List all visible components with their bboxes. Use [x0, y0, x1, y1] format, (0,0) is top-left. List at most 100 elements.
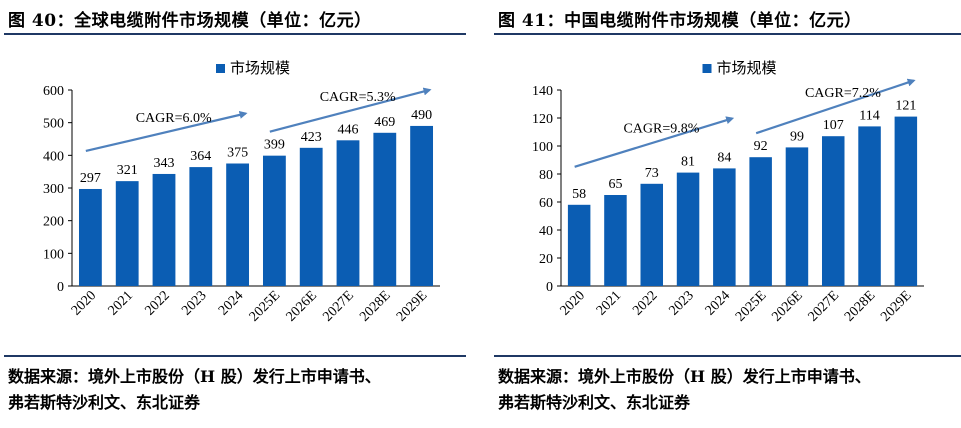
y-tick-label: 600 — [43, 84, 64, 99]
x-tick-label: 2024 — [703, 288, 733, 318]
x-tick-label: 2025E — [733, 288, 769, 324]
data-label: 107 — [823, 118, 844, 133]
source-divider — [494, 355, 961, 357]
source-divider — [4, 355, 466, 357]
bar — [567, 204, 591, 286]
x-tick-label: 2022 — [630, 288, 660, 318]
legend-swatch — [702, 64, 712, 73]
data-label: 99 — [790, 129, 804, 144]
data-label: 446 — [338, 122, 359, 137]
data-label: 84 — [717, 150, 731, 165]
data-label: 92 — [754, 139, 768, 154]
x-tick-label: 2021 — [594, 288, 624, 318]
chart-panel-global: 图 40：全球电缆附件市场规模（单位：亿元） 市场规模 0 100 200 300 400… — [0, 0, 466, 428]
bar — [676, 172, 700, 286]
bar — [152, 173, 176, 286]
bar — [713, 168, 736, 286]
cagr-label: CAGR=6.0% — [136, 111, 212, 126]
bar — [226, 163, 250, 286]
data-label: 114 — [859, 108, 879, 123]
y-tick-label: 60 — [539, 196, 553, 211]
x-tick-label: 2021 — [106, 288, 136, 318]
bar — [749, 157, 772, 286]
data-label: 375 — [227, 146, 248, 161]
bar — [821, 136, 845, 286]
bar — [410, 125, 434, 286]
x-tick-label: 2029E — [878, 288, 914, 324]
chart-panel-china: 图 41：中国电缆附件市场规模（单位：亿元） 市场规模 0 20 40 60 80 100 1… — [490, 0, 961, 428]
china-market-bar-chart: 市场规模 0 20 40 60 80 100 120 140 58 2020 65 2021 73 2022… — [532, 60, 924, 325]
legend-swatch — [216, 64, 225, 73]
cagr-label: CAGR=9.8% — [623, 122, 699, 137]
bar — [78, 188, 102, 286]
chart-title: 图 41：中国电缆附件市场规模（单位：亿元） — [498, 11, 862, 31]
bar — [189, 167, 213, 286]
source-line-2: 弗若斯特沙利文、东北证券 — [8, 393, 201, 412]
y-tick-label: 80 — [539, 168, 553, 183]
data-label: 364 — [190, 149, 211, 164]
source-note: 数据来源：境外上市股份（H 股）发行上市申请书、 弗若斯特沙利文、东北证券 — [498, 364, 871, 416]
data-label: 423 — [301, 130, 322, 145]
data-label: 58 — [572, 187, 586, 202]
cagr-label: CAGR=5.3% — [320, 90, 396, 105]
y-tick-label: 120 — [532, 112, 553, 127]
data-label: 297 — [80, 171, 101, 186]
x-tick-label: 2022 — [142, 288, 172, 318]
bar — [115, 181, 139, 286]
legend-label: 市场规模 — [717, 60, 777, 77]
x-tick-label: 2026E — [769, 288, 805, 324]
y-tick-label: 20 — [539, 252, 553, 267]
bar — [894, 116, 918, 286]
x-tick-label: 2025E — [247, 288, 283, 324]
x-tick-label: 2023 — [666, 288, 696, 318]
data-label: 65 — [608, 177, 622, 192]
x-tick-label: 2020 — [69, 288, 99, 318]
data-label: 490 — [411, 108, 432, 123]
source-line-1: 数据来源：境外上市股份（H 股）发行上市申请书、 — [8, 367, 381, 386]
x-tick-label: 2026E — [284, 288, 320, 324]
y-tick-label: 100 — [532, 140, 553, 155]
bar — [373, 132, 397, 286]
data-label: 343 — [154, 156, 175, 171]
data-label: 321 — [117, 163, 138, 178]
y-tick-label: 200 — [43, 215, 64, 230]
global-market-bar-chart: 市场规模 0 100 200 300 400 500 600 297 2020 321 2021 343… — [43, 60, 440, 325]
title-divider — [4, 33, 466, 35]
x-tick-label: 2027E — [806, 288, 842, 324]
cagr-arrow — [269, 87, 432, 133]
title-divider — [494, 33, 961, 35]
y-tick-label: 0 — [57, 280, 64, 295]
y-tick-label: 500 — [43, 117, 64, 132]
x-tick-label: 2024 — [216, 288, 246, 318]
data-label: 399 — [264, 138, 285, 153]
data-label: 121 — [895, 99, 916, 114]
legend-label: 市场规模 — [230, 60, 290, 77]
cagr-label: CAGR=7.2% — [805, 86, 881, 101]
x-tick-label: 2028E — [357, 288, 393, 324]
y-tick-label: 100 — [43, 247, 64, 262]
y-tick-label: 300 — [43, 182, 64, 197]
x-tick-label: 2028E — [842, 288, 878, 324]
source-line-2: 弗若斯特沙利文、东北证券 — [498, 393, 691, 412]
x-tick-label: 2023 — [179, 288, 209, 318]
bar — [640, 183, 664, 286]
y-tick-label: 400 — [43, 149, 64, 164]
x-tick-label: 2029E — [394, 288, 430, 324]
data-label: 81 — [681, 155, 695, 170]
y-tick-label: 140 — [532, 84, 553, 99]
cagr-arrow — [755, 78, 916, 135]
x-tick-label: 2027E — [320, 288, 356, 324]
source-line-1: 数据来源：境外上市股份（H 股）发行上市申请书、 — [498, 367, 871, 386]
bar — [604, 195, 627, 286]
data-label: 73 — [645, 166, 659, 181]
source-note: 数据来源：境外上市股份（H 股）发行上市申请书、 弗若斯特沙利文、东北证券 — [8, 364, 381, 416]
y-tick-label: 40 — [539, 224, 553, 239]
bar — [299, 147, 323, 286]
chart-title: 图 40：全球电缆附件市场规模（单位：亿元） — [8, 11, 372, 31]
bar — [262, 155, 286, 286]
bar — [336, 140, 360, 286]
cagr-arrow — [574, 116, 735, 168]
bar — [858, 126, 881, 287]
y-tick-label: 0 — [546, 280, 553, 295]
bar — [785, 147, 809, 286]
